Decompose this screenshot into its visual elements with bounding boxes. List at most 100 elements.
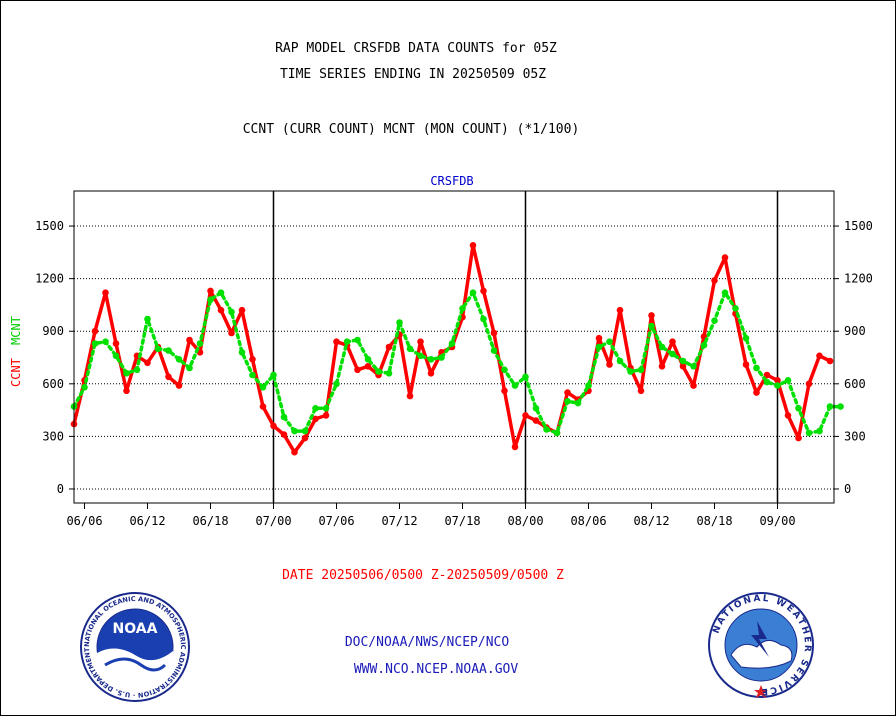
data-point-mcnt — [574, 399, 582, 407]
data-point-ccnt — [385, 343, 393, 351]
data-point-ccnt — [165, 373, 172, 381]
data-point-mcnt — [186, 364, 193, 372]
data-point-mcnt — [658, 343, 666, 351]
data-point-mcnt — [81, 384, 88, 391]
noaa-logo: NOAA NATIONAL OCEANIC AND ATMOSPHERIC AD… — [80, 592, 190, 702]
data-point-mcnt — [427, 356, 435, 363]
data-point-ccnt — [816, 352, 823, 360]
x-tick-label: 08/18 — [696, 514, 732, 528]
y-tick-label-right: 600 — [844, 377, 866, 391]
data-point-mcnt — [627, 368, 634, 375]
grid-layer — [74, 191, 834, 503]
x-tick-label: 09/00 — [759, 514, 795, 528]
x-tick-label: 08/06 — [570, 514, 606, 528]
title-line-1: RAP MODEL CRSFDB DATA COUNTS for 05Z — [275, 41, 557, 56]
data-point-ccnt — [207, 287, 214, 295]
panel-title: CRSFDB — [430, 174, 473, 188]
y-tick-label-left: 1200 — [35, 272, 64, 286]
data-point-mcnt — [280, 413, 288, 421]
data-point-mcnt — [774, 382, 781, 389]
data-point-mcnt — [207, 296, 214, 304]
data-point-ccnt — [679, 363, 687, 370]
data-point-mcnt — [385, 370, 393, 377]
y-tick-label-right: 1200 — [844, 272, 873, 286]
data-point-mcnt — [144, 315, 151, 323]
data-point-ccnt — [774, 377, 781, 384]
data-point-ccnt — [564, 389, 571, 396]
data-point-ccnt — [259, 403, 267, 410]
data-point-mcnt — [322, 405, 330, 412]
data-point-mcnt — [532, 405, 540, 412]
data-point-ccnt — [238, 306, 246, 314]
tick-labels: 0 0 300 300 600 600 900 900 1200 1200 1500 1500 06/0… — [35, 219, 873, 528]
series-mcnt — [70, 288, 844, 437]
data-point-ccnt — [102, 289, 109, 297]
y-axis-label: CCNT MCNT — [9, 316, 23, 387]
data-point-ccnt — [805, 380, 813, 388]
data-point-mcnt — [742, 334, 750, 342]
data-point-mcnt — [753, 364, 760, 372]
data-point-ccnt — [795, 434, 802, 442]
data-point-mcnt — [795, 405, 802, 412]
nws-logo: NATIONAL WEATHER SERVICE — [708, 592, 814, 698]
data-point-ccnt — [606, 361, 613, 368]
data-point-mcnt — [501, 366, 508, 374]
x-tick-label: 07/12 — [381, 514, 417, 528]
data-point-mcnt — [165, 347, 172, 354]
x-tick-label: 08/00 — [507, 514, 543, 528]
data-point-mcnt — [91, 340, 99, 347]
data-point-ccnt — [270, 422, 277, 430]
data-point-ccnt — [354, 366, 361, 374]
title-line-2: TIME SERIES ENDING IN 20250509 05Z — [280, 67, 546, 82]
data-point-mcnt — [396, 319, 403, 326]
data-point-mcnt — [805, 429, 813, 437]
x-tick-label: 07/00 — [255, 514, 291, 528]
data-point-mcnt — [438, 354, 445, 361]
nws-star-icon — [754, 685, 768, 698]
data-point-mcnt — [112, 352, 120, 360]
data-point-mcnt — [312, 405, 319, 412]
data-point-ccnt — [364, 363, 372, 370]
data-point-ccnt — [595, 334, 603, 342]
y-axis-label-mcnt: MCNT — [9, 316, 23, 345]
data-point-mcnt — [249, 371, 256, 379]
data-point-mcnt — [690, 363, 697, 370]
data-point-ccnt — [784, 412, 792, 419]
x-tick-label: 06/12 — [129, 514, 165, 528]
data-point-mcnt — [711, 317, 718, 325]
data-point-mcnt — [343, 338, 351, 346]
data-point-mcnt — [364, 356, 372, 363]
data-point-mcnt — [763, 378, 771, 386]
data-point-mcnt — [469, 289, 477, 297]
data-point-mcnt — [175, 356, 183, 363]
x-tick-label: 07/18 — [444, 514, 480, 528]
data-point-mcnt — [595, 343, 603, 351]
data-point-ccnt — [648, 312, 655, 319]
data-point-mcnt — [270, 371, 277, 379]
y-tick-label-left: 300 — [42, 429, 64, 443]
data-point-ccnt — [333, 338, 340, 346]
data-point-mcnt — [417, 352, 424, 360]
x-tick-label: 06/06 — [66, 514, 102, 528]
data-point-mcnt — [459, 305, 466, 312]
data-point-mcnt — [816, 427, 823, 435]
data-point-ccnt — [669, 338, 676, 346]
data-point-mcnt — [102, 338, 109, 346]
data-point-mcnt — [679, 357, 687, 365]
data-point-mcnt — [553, 429, 561, 437]
data-point-ccnt — [721, 254, 729, 261]
data-point-mcnt — [606, 338, 613, 346]
data-point-ccnt — [522, 412, 529, 419]
x-tick-label: 06/18 — [192, 514, 228, 528]
data-point-ccnt — [711, 277, 718, 284]
data-point-mcnt — [669, 350, 676, 358]
data-point-ccnt — [228, 329, 235, 337]
org-line: DOC/NOAA/NWS/NCEP/NCO — [345, 635, 510, 650]
data-point-mcnt — [123, 370, 130, 377]
data-point-ccnt — [186, 336, 193, 344]
data-point-ccnt — [217, 306, 225, 314]
data-point-ccnt — [763, 371, 771, 379]
y-tick-label-right: 0 — [844, 482, 851, 496]
y-tick-label-left: 1500 — [35, 219, 64, 233]
data-point-ccnt — [417, 338, 424, 346]
